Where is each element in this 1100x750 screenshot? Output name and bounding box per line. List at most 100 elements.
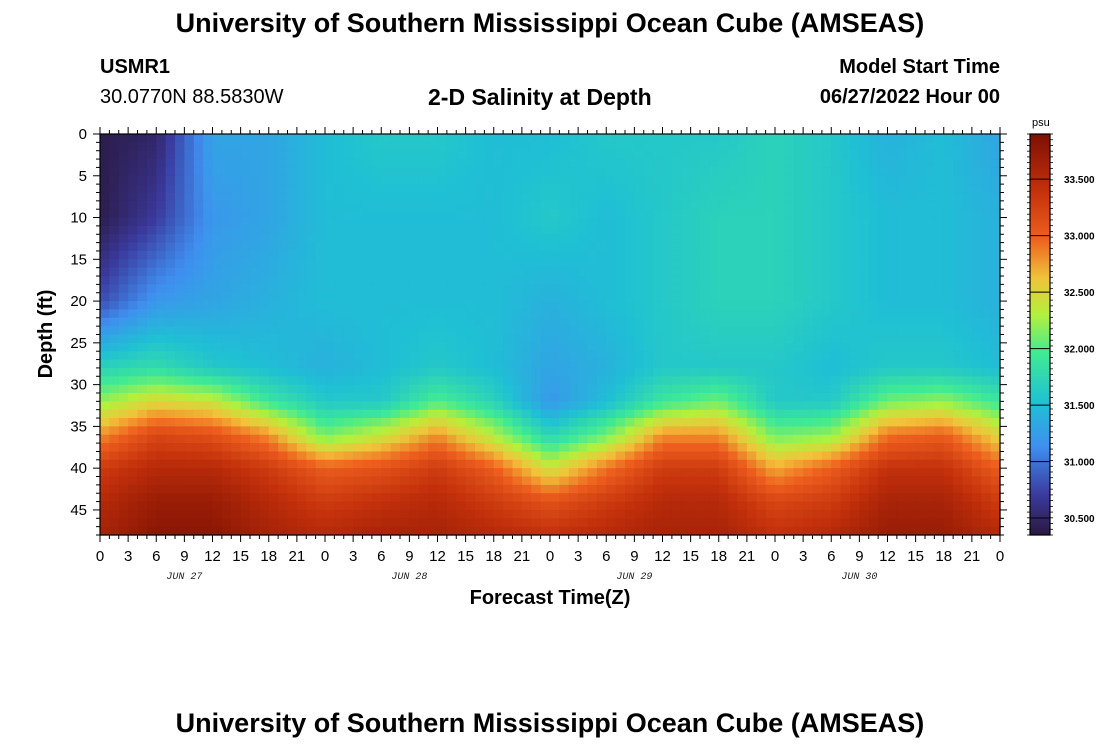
heatmap-cell <box>334 409 345 419</box>
heatmap-cell <box>803 184 814 194</box>
heatmap-cell <box>831 468 842 478</box>
heatmap-cell <box>118 468 129 478</box>
heatmap-cell <box>821 217 832 227</box>
heatmap-cell <box>981 518 992 528</box>
heatmap-cell <box>681 434 692 444</box>
heatmap-cell <box>165 317 176 327</box>
heatmap-cell <box>390 317 401 327</box>
heatmap-cell <box>193 434 204 444</box>
heatmap-cell <box>681 526 692 536</box>
heatmap-cell <box>296 526 307 536</box>
heatmap-cell <box>775 292 785 302</box>
heatmap-cell <box>465 301 476 311</box>
heatmap-cell <box>840 401 851 411</box>
heatmap-cell <box>484 142 495 152</box>
heatmap-cell <box>118 134 129 143</box>
heatmap-cell <box>400 192 410 202</box>
heatmap-cell <box>934 284 945 294</box>
heatmap-cell <box>418 200 429 210</box>
heatmap-cell <box>690 401 701 411</box>
heatmap-cell <box>746 384 757 394</box>
heatmap-cell <box>512 217 523 227</box>
heatmap-cell <box>465 209 476 219</box>
heatmap-cell <box>643 476 654 486</box>
heatmap-cell <box>690 284 701 294</box>
heatmap-cell <box>362 501 373 511</box>
heatmap-cell <box>128 276 139 285</box>
heatmap-cell <box>681 484 692 494</box>
heatmap-cell <box>221 225 232 235</box>
heatmap-cell <box>250 267 260 277</box>
heatmap-cell <box>100 259 110 269</box>
heatmap-cell <box>840 159 851 169</box>
heatmap-cell <box>118 292 129 302</box>
heatmap-cell <box>887 342 898 352</box>
heatmap-cell <box>296 192 307 202</box>
heatmap-cell <box>437 284 448 294</box>
heatmap-cell <box>700 451 710 461</box>
heatmap-cell <box>934 493 945 503</box>
heatmap-cell <box>128 418 139 427</box>
heatmap-cell <box>428 418 439 427</box>
heatmap-cell <box>784 409 795 419</box>
heatmap-cell <box>362 384 373 394</box>
heatmap-cell <box>746 451 757 461</box>
heatmap-cell <box>503 301 514 311</box>
heatmap-cell <box>146 242 157 252</box>
heatmap-cell <box>287 476 298 486</box>
heatmap-cell <box>606 484 617 494</box>
heatmap-cell <box>943 426 954 436</box>
heatmap-cell <box>943 468 954 478</box>
heatmap-cell <box>306 376 317 386</box>
heatmap-cell <box>175 159 185 169</box>
heatmap-cell <box>456 426 467 436</box>
heatmap-cell <box>990 234 1001 244</box>
heatmap-cell <box>175 493 185 503</box>
heatmap-cell <box>550 493 560 503</box>
heatmap-cell <box>596 342 607 352</box>
heatmap-cell <box>634 276 645 285</box>
heatmap-cell <box>550 267 560 277</box>
heatmap-cell <box>100 518 110 528</box>
heatmap-cell <box>887 501 898 511</box>
heatmap-cell <box>878 326 889 336</box>
heatmap-cell <box>484 234 495 244</box>
heatmap-cell <box>793 242 804 252</box>
y-tick-label: 40 <box>70 460 87 477</box>
heatmap-cell <box>568 359 579 369</box>
heatmap-cell <box>465 267 476 277</box>
heatmap-cell <box>784 484 795 494</box>
heatmap-cell <box>268 234 279 244</box>
heatmap-cell <box>193 367 204 377</box>
heatmap-cell <box>784 200 795 210</box>
heatmap-cell <box>306 501 317 511</box>
heatmap-cell <box>465 192 476 202</box>
heatmap-cell <box>240 334 251 344</box>
heatmap-cell <box>240 234 251 244</box>
heatmap-cell <box>184 426 195 436</box>
heatmap-cell <box>887 242 898 252</box>
heatmap-cell <box>896 225 907 235</box>
heatmap-cell <box>315 234 326 244</box>
heatmap-cell <box>784 284 795 294</box>
heatmap-cell <box>578 443 589 453</box>
heatmap-cell <box>671 468 682 478</box>
heatmap-cell <box>475 326 485 336</box>
heatmap-cell <box>400 234 410 244</box>
heatmap-cell <box>446 284 457 294</box>
heatmap-cell <box>718 234 729 244</box>
heatmap-cell <box>390 184 401 194</box>
heatmap-cell <box>100 342 110 352</box>
heatmap-cell <box>784 351 795 361</box>
heatmap-cell <box>118 426 129 436</box>
heatmap-cell <box>775 259 785 269</box>
heatmap-cell <box>409 159 420 169</box>
heatmap-cell <box>559 301 570 311</box>
heatmap-cell <box>456 150 467 160</box>
heatmap-cell <box>212 518 223 528</box>
heatmap-cell <box>128 359 139 369</box>
heatmap-cell <box>981 150 992 160</box>
heatmap-cell <box>896 359 907 369</box>
heatmap-cell <box>306 234 317 244</box>
heatmap-cell <box>643 451 654 461</box>
